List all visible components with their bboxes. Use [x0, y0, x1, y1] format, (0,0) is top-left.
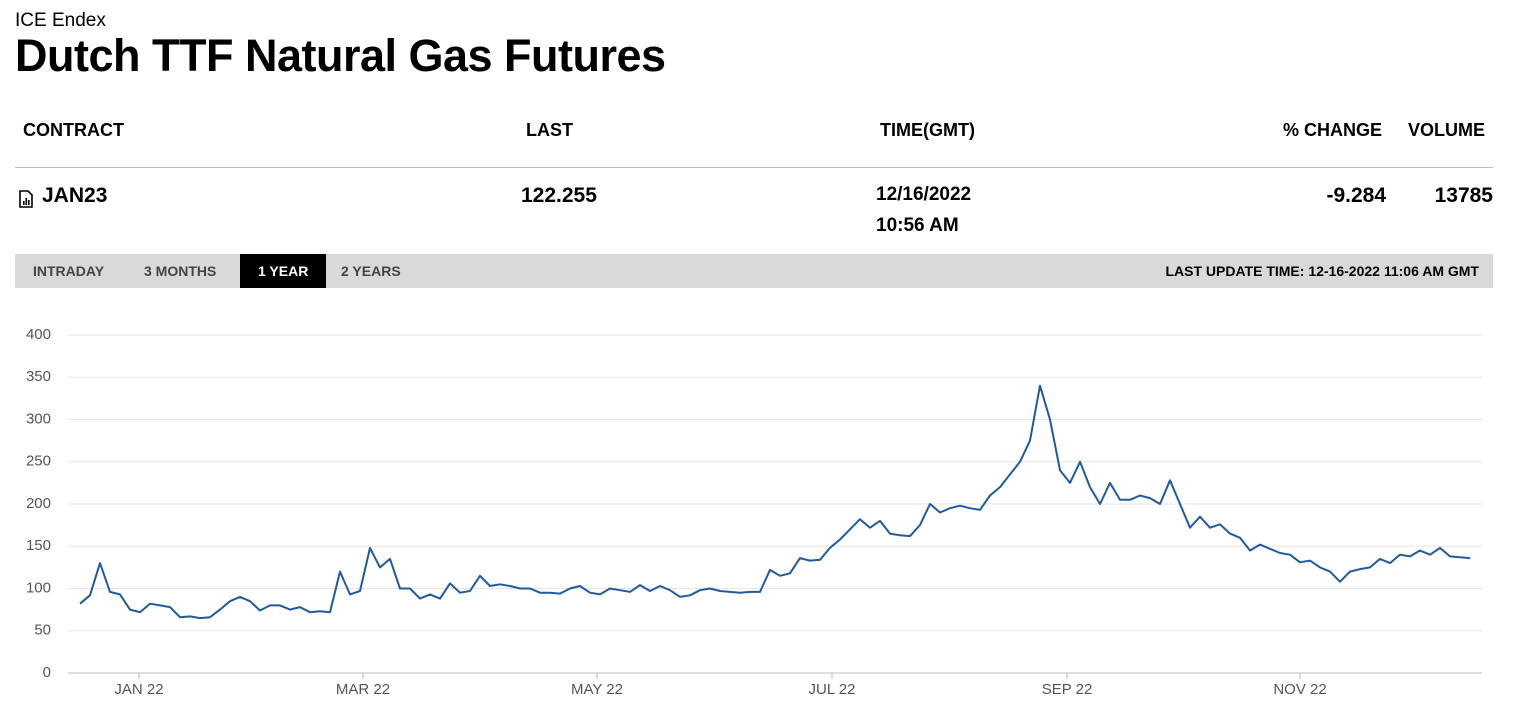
- y-tick-label: 300: [26, 410, 51, 427]
- column-header: CONTRACT: [23, 120, 124, 140]
- tab[interactable]: 3 MONTHS: [144, 263, 217, 279]
- column-header: % CHANGE: [1282, 120, 1382, 140]
- y-tick-label: 250: [26, 453, 51, 470]
- y-tick-label: 200: [26, 495, 51, 512]
- last-update: LAST UPDATE TIME: 12-16-2022 11:06 AM GM…: [1165, 263, 1479, 279]
- column-header: VOLUME: [1407, 120, 1485, 140]
- y-tick-label: 100: [26, 579, 51, 596]
- x-tick-label: JAN 22: [114, 681, 163, 698]
- divider: [15, 167, 1493, 168]
- y-tick-label: 150: [26, 537, 51, 554]
- contract[interactable]: JAN23: [42, 184, 108, 207]
- page-title: Dutch TTF Natural Gas Futures: [15, 30, 666, 81]
- y-tick-label: 0: [43, 664, 51, 681]
- tab[interactable]: 1 YEAR: [240, 254, 327, 288]
- eyebrow: ICE Endex: [15, 10, 106, 31]
- x-tick-label: SEP 22: [1042, 681, 1093, 698]
- x-tick-label: MAY 22: [571, 681, 623, 698]
- last-price: 122.255: [521, 184, 597, 207]
- y-tick-label: 350: [26, 368, 51, 385]
- trade-date: 12/16/2022: [876, 184, 972, 205]
- column-header: TIME(GMT): [880, 120, 975, 140]
- percent-change: -9.284: [1326, 184, 1386, 207]
- y-tick-label: 50: [34, 622, 51, 639]
- tab[interactable]: INTRADAY: [33, 263, 105, 279]
- tab[interactable]: 2 YEARS: [341, 263, 401, 279]
- chart: 0 50 100 150 200 250 300 350 400 JAN 22 MAR 22 MAY …: [26, 326, 1482, 698]
- column-header: LAST: [526, 120, 573, 140]
- y-tick-label: 400: [26, 326, 51, 343]
- volume: 13785: [1434, 184, 1493, 207]
- x-tick-label: JUL 22: [809, 681, 856, 698]
- x-tick-label: MAR 22: [336, 681, 390, 698]
- x-tick-label: NOV 22: [1273, 681, 1326, 698]
- price-line: [79, 384, 1471, 620]
- chart-icon[interactable]: [18, 190, 34, 208]
- trade-time: 10:56 AM: [876, 215, 959, 236]
